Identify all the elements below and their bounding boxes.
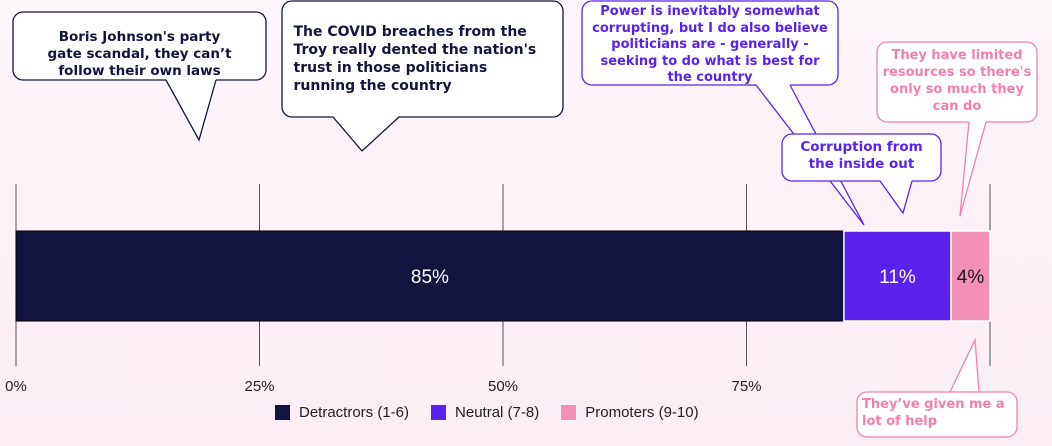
bar-segments — [15, 230, 991, 322]
x-tick-label: 50% — [488, 378, 518, 395]
bar-value-label: 11% — [879, 267, 916, 288]
callout-text: They have limited resources so there's o… — [882, 48, 1032, 114]
legend-item-detractors: Detractrors (1-6) — [275, 404, 409, 421]
bar-labels: 85% 11% 4% — [411, 267, 984, 288]
x-tick-label: 0% — [5, 378, 27, 395]
legend-swatch-detractors — [275, 405, 290, 420]
bar-segment — [15, 230, 845, 322]
bar-value-label: 4% — [957, 267, 985, 288]
callout-bubble — [12, 11, 267, 142]
callout-bubble — [856, 337, 1018, 438]
legend-item-neutral: Neutral (7-8) — [431, 404, 539, 421]
x-tick-label: 75% — [731, 378, 761, 395]
callout-text: The COVID breaches from the Troy really … — [293, 24, 537, 94]
bar-segment — [950, 230, 991, 322]
callout-bubble — [781, 133, 942, 215]
callout-text: They’ve given me a lot of help — [862, 397, 1005, 429]
callout-text: Power is inevitably somewhat corrupting,… — [592, 4, 828, 85]
legend-swatch-promoters — [561, 405, 577, 420]
callout-bubble — [876, 41, 1038, 217]
legend-item-promoters: Promoters (9-10) — [561, 404, 699, 421]
bar-value-label: 85% — [411, 267, 449, 288]
legend-swatch-neutral — [431, 405, 447, 420]
legend-label-detractors: Detractrors (1-6) — [299, 404, 410, 421]
callout-text: Corruption from the inside out — [800, 139, 923, 172]
x-tick-label: 25% — [244, 378, 274, 395]
callout-text: Boris Johnson's party gate scandal, they… — [47, 29, 232, 79]
bar-segment — [843, 230, 952, 322]
callout-bubbles — [12, 0, 1038, 438]
legend-label-promoters: Promoters (9-10) — [585, 404, 699, 421]
callout-bubble — [281, 0, 564, 152]
legend: Detractrors (1-6) Neutral (7-8) Promoter… — [275, 404, 699, 421]
x-tick-labels: 0% 25% 50% 75% — [5, 378, 761, 395]
legend-label-neutral: Neutral (7-8) — [455, 404, 540, 421]
